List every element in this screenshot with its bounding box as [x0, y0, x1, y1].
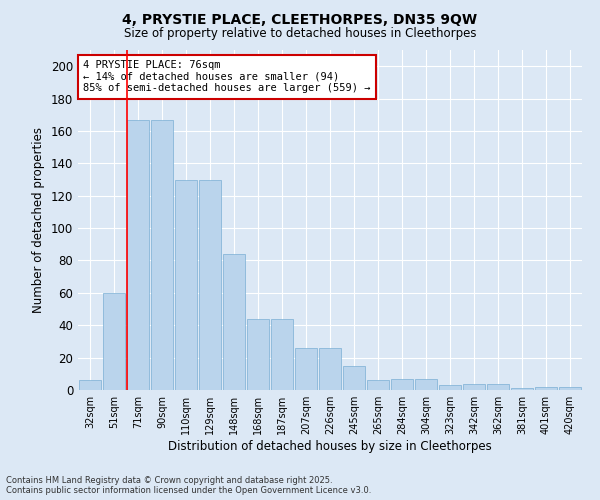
Bar: [535, 387, 557, 390]
Bar: [247, 319, 269, 390]
Text: 4 PRYSTIE PLACE: 76sqm
← 14% of detached houses are smaller (94)
85% of semi-det: 4 PRYSTIE PLACE: 76sqm ← 14% of detached…: [83, 60, 371, 94]
Bar: [367, 380, 389, 390]
Bar: [223, 254, 245, 390]
Text: Contains HM Land Registry data © Crown copyright and database right 2025.
Contai: Contains HM Land Registry data © Crown c…: [6, 476, 371, 495]
Bar: [391, 378, 413, 390]
Bar: [439, 385, 461, 390]
Bar: [79, 380, 101, 390]
Bar: [103, 293, 125, 390]
Bar: [175, 180, 197, 390]
X-axis label: Distribution of detached houses by size in Cleethorpes: Distribution of detached houses by size …: [168, 440, 492, 453]
Bar: [343, 366, 365, 390]
Bar: [271, 319, 293, 390]
Bar: [295, 348, 317, 390]
Bar: [319, 348, 341, 390]
Bar: [127, 120, 149, 390]
Text: Size of property relative to detached houses in Cleethorpes: Size of property relative to detached ho…: [124, 28, 476, 40]
Bar: [151, 120, 173, 390]
Bar: [487, 384, 509, 390]
Bar: [463, 384, 485, 390]
Bar: [511, 388, 533, 390]
Bar: [415, 378, 437, 390]
Bar: [559, 387, 581, 390]
Bar: [199, 180, 221, 390]
Text: 4, PRYSTIE PLACE, CLEETHORPES, DN35 9QW: 4, PRYSTIE PLACE, CLEETHORPES, DN35 9QW: [122, 12, 478, 26]
Y-axis label: Number of detached properties: Number of detached properties: [32, 127, 45, 313]
